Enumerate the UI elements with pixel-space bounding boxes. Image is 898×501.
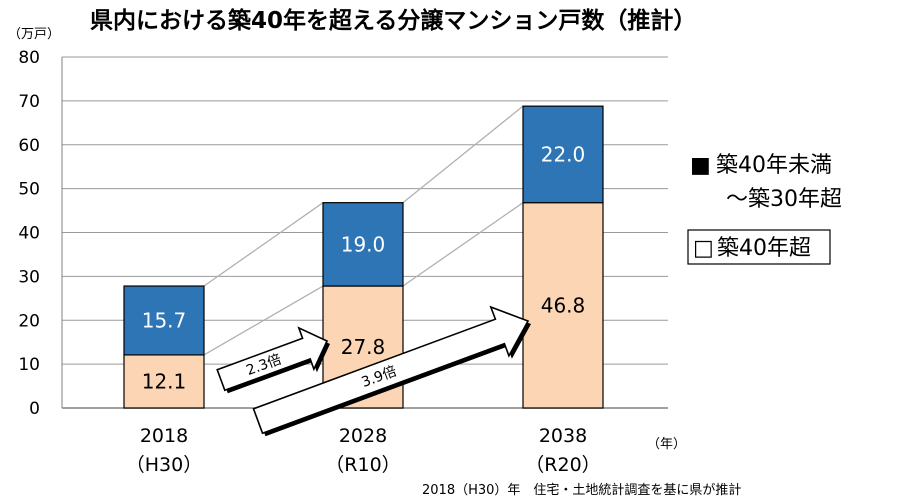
- y-tick-70: 70: [18, 92, 40, 112]
- value-label-under40-2018: 15.7: [142, 308, 187, 332]
- legend-box-over40: [687, 229, 831, 265]
- y-tick-20: 20: [18, 311, 40, 331]
- source-note: 2018（H30）年 住宅・土地統計調査を基に県が推計: [422, 482, 741, 498]
- x-axis-categories: 2018 （H30） 2028 （R10） 2038 （R20）: [126, 425, 601, 476]
- y-tick-80: 80: [18, 48, 40, 68]
- bar-under40-2018: [123, 285, 205, 356]
- legend-marker-blue: ■: [690, 153, 711, 178]
- legend-marker-peach: □: [693, 236, 714, 261]
- bar-over40-2038: [522, 202, 604, 409]
- value-label-over40-2028: 27.8: [341, 335, 386, 359]
- x-label-2028: 2028: [339, 425, 387, 447]
- y-tick-50: 50: [18, 180, 40, 200]
- bars: 12.1 15.7 27.8 19.0 46.8 22.0: [123, 105, 604, 409]
- legend: ■ 築40年未満 ～築30年超 □ 築40年超: [687, 153, 842, 265]
- arrow-2-3x: [216, 326, 329, 392]
- value-label-over40-2018: 12.1: [142, 369, 187, 393]
- value-label-under40-2028: 19.0: [341, 232, 386, 256]
- value-label-over40-2038: 46.8: [541, 293, 586, 317]
- bar-under40-2038: [522, 105, 604, 204]
- bar-over40-2018: [123, 354, 205, 409]
- bar-under40-2028: [322, 202, 404, 287]
- x-label-2038: 2038: [539, 425, 587, 447]
- growth-guide-lines: [203, 105, 524, 356]
- legend-label-under40-line2: ～築30年超: [726, 187, 842, 212]
- x-sublabel-2038: （R20）: [525, 454, 600, 476]
- chart-title: 県内における築40年を超える分譲マンション戸数（推計）: [90, 7, 696, 34]
- y-tick-10: 10: [18, 355, 40, 375]
- y-tick-60: 60: [18, 136, 40, 156]
- x-axis-unit: （年）: [647, 437, 686, 452]
- guide-line-over40-1: [402, 202, 524, 287]
- y-tick-30: 30: [18, 267, 40, 287]
- legend-label-over40: 築40年超: [717, 236, 811, 261]
- y-tick-0: 0: [29, 399, 40, 419]
- guide-line-total-0: [203, 202, 324, 287]
- x-label-2018: 2018: [140, 425, 188, 447]
- arrow-3-9x: [252, 305, 530, 435]
- y-axis-unit: （万戸）: [8, 27, 60, 42]
- x-sublabel-2018: （H30）: [126, 454, 202, 476]
- growth-arrows: 2.3倍 3.9倍: [216, 305, 531, 437]
- y-tick-40: 40: [18, 224, 40, 244]
- guide-line-total-1: [402, 105, 524, 204]
- value-label-under40-2038: 22.0: [541, 142, 586, 166]
- x-sublabel-2028: （R10）: [325, 454, 400, 476]
- legend-label-under40-line1: 築40年未満: [716, 153, 832, 178]
- guide-line-over40-0: [203, 285, 324, 356]
- y-axis-ticks: 0 10 20 30 40 50 60 70 80: [18, 48, 40, 419]
